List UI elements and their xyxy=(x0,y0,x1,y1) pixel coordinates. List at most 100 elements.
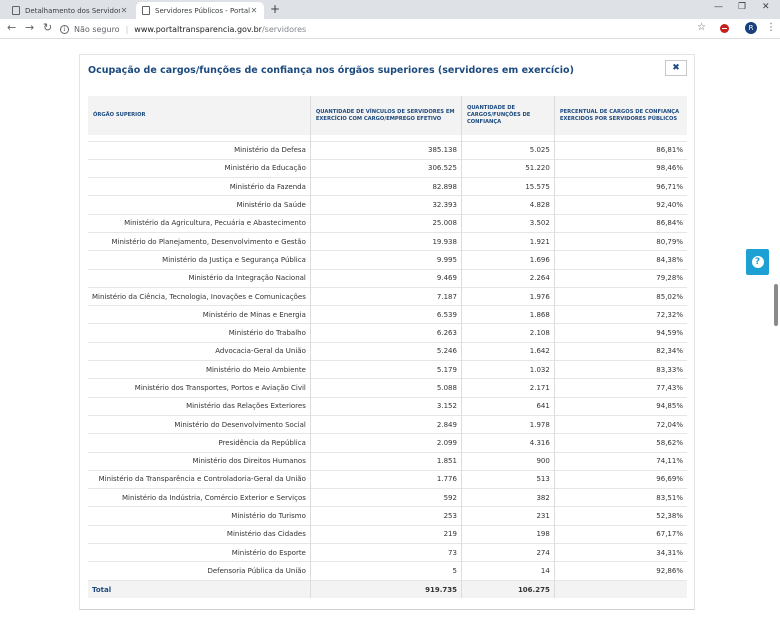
bookmark-star-icon[interactable]: ☆ xyxy=(697,22,706,33)
minimize-button[interactable]: — xyxy=(714,2,723,12)
vinculos-cell: 9.995 xyxy=(310,250,462,270)
orgao-cell: Ministério do Turismo xyxy=(88,506,311,526)
table-row: Ministério das Cidades 219 198 67,17% xyxy=(88,524,687,544)
header-vinculos[interactable]: QUANTIDADE DE VÍNCULOS DE SERVIDORES EM … xyxy=(310,96,462,135)
cargos-cell: 900 xyxy=(461,451,555,471)
orgao-cell: Ministério de Minas e Energia xyxy=(88,305,311,324)
orgao-cell: Ministério da Agricultura, Pecuária e Ab… xyxy=(88,213,311,233)
vinculos-cell: 1.776 xyxy=(310,469,462,489)
tab-title: Servidores Públicos - Portal da tr xyxy=(155,6,250,15)
orgao-cell: Ministério da Fazenda xyxy=(88,177,311,196)
orgao-cell: Ministério do Desenvolvimento Social xyxy=(88,414,311,434)
vinculos-cell: 592 xyxy=(310,488,462,507)
ocupacao-table: ÓRGÃO SUPERIOR QUANTIDADE DE VÍNCULOS DE… xyxy=(88,96,687,599)
orgao-cell: Ministério da Saúde xyxy=(88,195,311,215)
header-percentual[interactable]: PERCENTUAL DE CARGOS DE CONFIANÇA EXERCI… xyxy=(554,96,687,135)
cargos-cell: 1.642 xyxy=(461,341,555,361)
orgao-cell: Ministério da Educação xyxy=(88,158,311,178)
percentual-cell: 84,38% xyxy=(554,250,687,270)
cargos-cell: 1.032 xyxy=(461,360,555,379)
cargos-cell: 1.868 xyxy=(461,305,555,324)
vinculos-cell: 9.469 xyxy=(310,268,462,288)
vinculos-cell: 5.179 xyxy=(310,360,462,379)
info-icon[interactable]: i xyxy=(60,24,69,34)
close-icon[interactable]: ✕ xyxy=(250,6,258,15)
orgao-cell: Ministério dos Direitos Humanos xyxy=(88,451,311,471)
vinculos-cell: 19.938 xyxy=(310,231,462,251)
help-button[interactable]: ? xyxy=(746,249,769,275)
orgao-cell: Ministério do Meio Ambiente xyxy=(88,360,311,379)
total-cargos: 106.275 xyxy=(461,579,555,599)
cargos-cell: 513 xyxy=(461,469,555,489)
vinculos-cell: 2.849 xyxy=(310,414,462,434)
percentual-cell: 85,02% xyxy=(554,286,687,306)
percentual-cell: 79,28% xyxy=(554,268,687,288)
cargos-cell: 1.921 xyxy=(461,231,555,251)
cargos-cell: 641 xyxy=(461,396,555,416)
cargos-cell: 2.264 xyxy=(461,268,555,288)
url-path[interactable]: /servidores xyxy=(261,24,307,34)
percentual-cell: 82,34% xyxy=(554,341,687,361)
close-icon[interactable]: ✕ xyxy=(120,6,128,15)
vinculos-cell: 385.138 xyxy=(310,140,462,160)
percentual-cell: 92,86% xyxy=(554,561,687,581)
orgao-cell: Ministério da Transparência e Controlado… xyxy=(88,469,311,489)
extension-block-icon[interactable] xyxy=(720,24,729,33)
forward-button[interactable]: → xyxy=(25,21,35,34)
kebab-menu-icon[interactable]: ⋮ xyxy=(766,22,776,33)
table-row: Ministério da Ciência, Tecnologia, Inova… xyxy=(88,286,687,306)
percentual-cell: 94,85% xyxy=(554,396,687,416)
header-cargos[interactable]: QUANTIDADE DE CARGOS/FUNÇÕES DE CONFIANÇ… xyxy=(461,96,555,135)
maximize-button[interactable]: ❐ xyxy=(738,2,747,12)
vinculos-cell: 219 xyxy=(310,524,462,544)
tab-strip: Detalhamento dos Servidores Púb ✕ Servid… xyxy=(0,0,780,19)
orgao-cell: Ministério da Justiça e Segurança Públic… xyxy=(88,250,311,270)
percentual-cell: 52,38% xyxy=(554,506,687,526)
table-row: Ministério do Desenvolvimento Social 2.84… xyxy=(88,414,687,434)
new-tab-button[interactable]: + xyxy=(270,2,281,16)
question-icon: ? xyxy=(751,256,764,268)
card-close-button[interactable]: ✖ xyxy=(665,60,687,76)
orgao-cell: Defensoria Pública da União xyxy=(88,561,311,581)
total-label: Total xyxy=(88,579,311,599)
percentual-cell: 72,32% xyxy=(554,305,687,324)
back-button[interactable]: ← xyxy=(7,21,17,34)
percentual-cell: 83,33% xyxy=(554,360,687,379)
cargos-cell: 198 xyxy=(461,524,555,544)
table-row: Ministério da Agricultura, Pecuária e Ab… xyxy=(88,213,687,233)
percentual-cell: 92,40% xyxy=(554,195,687,215)
profile-avatar[interactable]: R xyxy=(745,22,757,34)
vinculos-cell: 5.088 xyxy=(310,378,462,398)
percentual-cell: 80,79% xyxy=(554,231,687,251)
orgao-cell: Ministério das Relações Exteriores xyxy=(88,396,311,416)
cargos-cell: 1.976 xyxy=(461,286,555,306)
page-icon xyxy=(142,6,150,15)
cargos-cell: 3.502 xyxy=(461,213,555,233)
security-label[interactable]: Não seguro xyxy=(74,24,120,34)
vinculos-cell: 306.525 xyxy=(310,158,462,178)
table-row: Ministério dos Transportes, Portos e Avi… xyxy=(88,378,687,398)
percentual-cell: 34,31% xyxy=(554,543,687,562)
table-row: Ministério do Meio Ambiente 5.179 1.032 83,… xyxy=(88,360,687,379)
vinculos-cell: 82.898 xyxy=(310,177,462,196)
cargos-cell: 51.220 xyxy=(461,158,555,178)
orgao-cell: Advocacia-Geral da União xyxy=(88,341,311,361)
percentual-cell: 98,46% xyxy=(554,158,687,178)
percentual-cell: 58,62% xyxy=(554,433,687,453)
table-row: Ministério do Esporte 73 274 34,31% xyxy=(88,543,687,562)
address-bar[interactable]: i Não seguro | www.portaltransparencia.g… xyxy=(60,21,690,37)
tab-detalhamento[interactable]: Detalhamento dos Servidores Púb ✕ xyxy=(6,2,134,19)
reload-button[interactable]: ↻ xyxy=(43,21,53,34)
table-row: Presidência da República 2.099 4.316 58,62% xyxy=(88,433,687,453)
table-total-row: Total 919.735 106.275 xyxy=(88,579,687,599)
scrollbar-thumb[interactable] xyxy=(774,284,778,326)
tab-servidores[interactable]: Servidores Públicos - Portal da tr ✕ xyxy=(136,2,264,19)
url-host[interactable]: www.portaltransparencia.gov.br xyxy=(134,24,262,34)
orgao-cell: Ministério da Defesa xyxy=(88,140,311,160)
header-orgao[interactable]: ÓRGÃO SUPERIOR xyxy=(88,96,311,135)
divider: | xyxy=(125,24,129,34)
cargos-cell: 382 xyxy=(461,488,555,507)
percentual-cell: 77,43% xyxy=(554,378,687,398)
window-close-button[interactable]: ✕ xyxy=(762,2,770,12)
orgao-cell: Ministério da Integração Nacional xyxy=(88,268,311,288)
